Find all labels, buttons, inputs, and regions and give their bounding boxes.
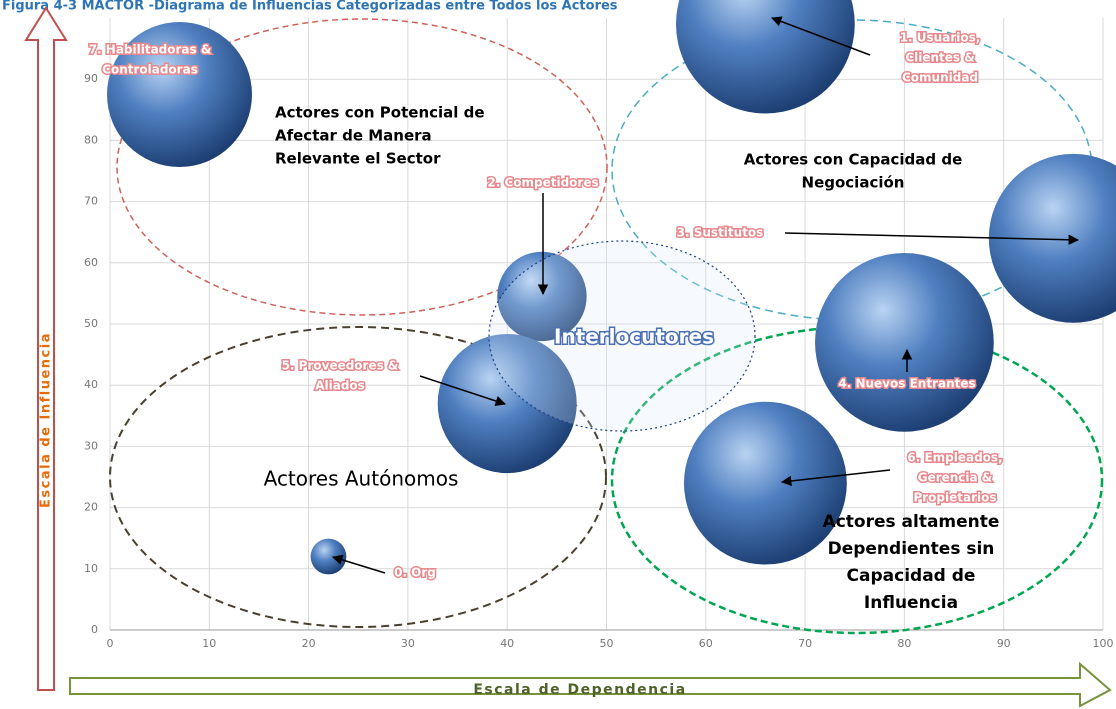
y-tick-label: 90 — [84, 72, 98, 85]
bubble-label: Clientes & — [905, 51, 974, 65]
bubble-label: Comunidad — [902, 71, 978, 85]
bubble — [815, 252, 994, 432]
group-label: Negociación — [802, 174, 905, 192]
bubble — [988, 153, 1116, 323]
bubble — [497, 251, 587, 342]
bubble-label: Gerencia & — [918, 471, 993, 485]
bubble — [683, 401, 847, 565]
x-tick-label: 0 — [107, 637, 114, 650]
x-tick-label: 30 — [401, 637, 415, 650]
x-tick-label: 10 — [202, 637, 216, 650]
x-tick-label: 70 — [798, 637, 812, 650]
label-arrow — [331, 554, 386, 574]
bubble-label: 1. Usuarios, — [900, 31, 981, 45]
bubble-label: 0. Org — [394, 566, 436, 580]
bubble-label: 5. Proveedores & — [282, 359, 399, 373]
bubble-label: Aliados — [315, 379, 365, 393]
x-tick-label: 100 — [1093, 637, 1114, 650]
group-label: Capacidad de — [847, 566, 976, 586]
group-ellipse — [116, 18, 608, 316]
y-tick-label: 60 — [84, 256, 98, 269]
y-axis-label: Escala de Influencia — [39, 332, 54, 508]
y-tick-label: 20 — [84, 501, 98, 514]
group-label: Interlocutores — [554, 325, 714, 349]
label-arrow — [771, 16, 871, 56]
label-arrow — [780, 469, 891, 487]
group-label: Relevante el Sector — [275, 150, 441, 168]
bubble-label: 7. Habilitadoras & — [89, 43, 212, 57]
x-tick-label: 50 — [600, 637, 614, 650]
group-label: Actores con Capacidad de — [744, 151, 963, 169]
x-tick-label: 60 — [699, 637, 713, 650]
y-tick-label: 70 — [84, 195, 98, 208]
x-tick-label: 90 — [997, 637, 1011, 650]
x-tick-label: 40 — [500, 637, 514, 650]
y-tick-label: 80 — [84, 133, 98, 146]
group-label: Actores altamente — [823, 512, 1000, 532]
bubble — [437, 334, 577, 474]
x-tick-label: 20 — [302, 637, 316, 650]
group-ellipse — [109, 326, 607, 628]
chart-title: Figura 4-3 MACTOR -Diagrama de Influenci… — [2, 0, 618, 14]
group-label: Afectar de Manera — [275, 127, 432, 145]
bubble — [676, 0, 855, 114]
bubble — [107, 22, 252, 167]
x-axis-arrow — [69, 661, 1112, 708]
x-tick-label: 80 — [897, 637, 911, 650]
bubble-label: 2. Competidores — [487, 176, 598, 190]
y-axis-arrow — [24, 6, 68, 691]
group-ellipse — [488, 240, 756, 432]
y-tick-label: 0 — [91, 623, 98, 636]
bubble — [310, 538, 347, 575]
y-tick-label: 40 — [84, 378, 98, 391]
group-label: Actores Autónomos — [264, 467, 459, 491]
x-axis-label: Escala de Dependencia — [473, 682, 686, 698]
y-tick-label: 50 — [84, 317, 98, 330]
group-label: Dependientes sin — [828, 539, 995, 559]
bubble-label: 3. Sustitutos — [677, 226, 764, 240]
bubble-label: 6. Empleados, — [907, 451, 1002, 465]
bubble-label: 4. Nuevos Entrantes — [838, 377, 975, 391]
label-arrow — [419, 375, 506, 407]
y-tick-label: 10 — [84, 562, 98, 575]
group-label: Influencia — [864, 593, 958, 613]
bubble-label: Controladoras — [102, 63, 198, 77]
y-tick-label: 30 — [84, 439, 98, 452]
label-arrow — [784, 232, 1080, 246]
group-label: Actores con Potencial de — [275, 104, 485, 122]
bubble-label: Propietarios — [913, 491, 996, 505]
